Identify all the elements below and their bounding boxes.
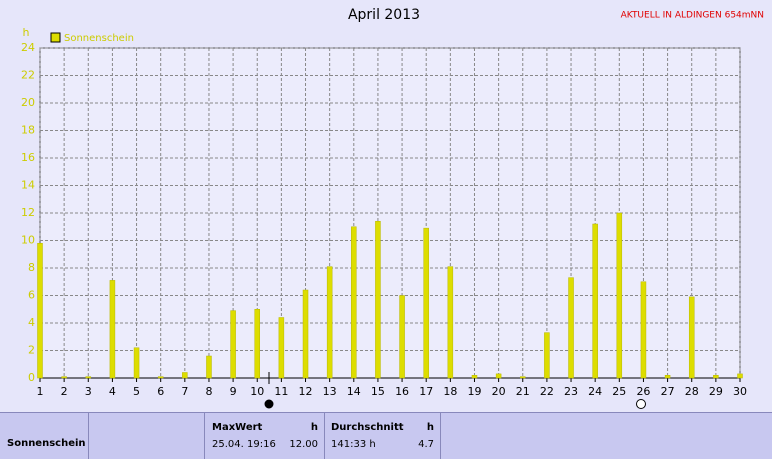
bar — [471, 375, 478, 379]
avg-unit: h — [426, 422, 434, 433]
bar — [61, 376, 67, 379]
bar — [495, 373, 502, 379]
y-tick-label: 24 — [21, 41, 35, 54]
bar — [375, 221, 381, 379]
x-tick-label: 13 — [323, 385, 337, 398]
y-axis-label: h — [23, 26, 30, 39]
x-tick-label: 22 — [540, 385, 554, 398]
x-tick-label: 15 — [371, 385, 385, 398]
y-tick-label: 18 — [21, 124, 35, 137]
x-tick-label: 20 — [492, 385, 506, 398]
bar — [85, 376, 92, 379]
bar — [182, 372, 188, 379]
summary-table: Sonnenschein MaxWert h 25.04. 19:16 12.0… — [0, 412, 772, 459]
x-tick-label: 8 — [205, 385, 212, 398]
max-time: 25.04. 19:16 — [212, 439, 276, 450]
y-tick-label: 12 — [21, 206, 35, 219]
y-tick-label: 16 — [21, 151, 35, 164]
bar — [37, 243, 43, 379]
bar — [447, 266, 454, 379]
y-tick-label: 2 — [28, 344, 35, 357]
y-tick-label: 14 — [21, 179, 35, 192]
y-tick-label: 22 — [21, 69, 35, 82]
bar — [157, 376, 164, 379]
y-tick-label: 6 — [28, 289, 35, 302]
bar — [399, 295, 405, 379]
x-tick-label: 30 — [733, 385, 747, 398]
avg-header: Durchschnitt — [331, 422, 404, 433]
bar — [544, 332, 550, 379]
bar — [302, 289, 309, 379]
bar — [351, 226, 357, 379]
empty-cell — [89, 413, 205, 459]
x-tick-label: 17 — [419, 385, 433, 398]
x-tick-label: 4 — [109, 385, 116, 398]
y-tick-label: 8 — [28, 261, 35, 274]
x-tick-label: 6 — [157, 385, 164, 398]
bar — [664, 375, 671, 379]
legend-swatch — [50, 32, 61, 43]
y-tick-label: 4 — [28, 316, 35, 329]
x-tick-label: 9 — [230, 385, 237, 398]
x-tick-label: 18 — [443, 385, 457, 398]
avg-value: 4.7 — [418, 439, 434, 450]
x-tick-label: 12 — [299, 385, 313, 398]
bar — [133, 347, 140, 379]
bar — [326, 266, 333, 379]
x-tick-label: 28 — [685, 385, 699, 398]
bar — [592, 223, 598, 379]
x-tick-label: 21 — [516, 385, 530, 398]
y-tick-label: 0 — [28, 371, 35, 384]
x-tick-label: 19 — [467, 385, 481, 398]
max-header: MaxWert — [212, 422, 263, 433]
new-moon-icon — [264, 399, 274, 409]
x-tick-label: 29 — [709, 385, 723, 398]
x-tick-label: 26 — [636, 385, 650, 398]
max-cell: MaxWert h 25.04. 19:16 12.00 — [205, 413, 325, 459]
chart: April 2013 AKTUELL IN ALDINGEN 654mNN h … — [21, 7, 764, 409]
bar — [230, 310, 236, 379]
x-tick-label: 27 — [661, 385, 675, 398]
row-label-cell: Sonnenschein — [0, 413, 89, 459]
station-label: AKTUELL IN ALDINGEN 654mNN — [621, 11, 764, 21]
bar — [568, 277, 574, 379]
legend: Sonnenschein — [50, 32, 134, 44]
bar — [254, 309, 260, 379]
max-value: 12.00 — [289, 439, 318, 450]
x-tick-label: 5 — [133, 385, 140, 398]
chart-title: April 2013 — [348, 7, 420, 23]
x-tick-label: 16 — [395, 385, 409, 398]
full-moon-icon — [636, 399, 646, 409]
x-tick-label: 24 — [588, 385, 602, 398]
legend-label: Sonnenschein — [64, 33, 134, 44]
x-tick-label: 23 — [564, 385, 578, 398]
x-tick-label: 25 — [612, 385, 626, 398]
x-tick-label: 10 — [250, 385, 264, 398]
y-tick-label: 20 — [21, 96, 35, 109]
bar — [206, 355, 212, 379]
x-tick-label: 7 — [181, 385, 188, 398]
bar — [109, 280, 116, 379]
bar — [423, 227, 429, 379]
bar — [713, 375, 719, 379]
y-tick-label: 10 — [21, 234, 35, 247]
avg-cell: Durchschnitt h 141:33 h 4.7 — [325, 413, 441, 459]
row-label: Sonnenschein — [7, 438, 86, 449]
x-tick-label: 1 — [37, 385, 44, 398]
bar — [640, 281, 647, 379]
bar — [688, 296, 695, 379]
bar — [737, 373, 743, 379]
bar — [278, 317, 285, 379]
bar — [520, 376, 526, 379]
x-tick-label: 3 — [85, 385, 92, 398]
x-tick-label: 14 — [347, 385, 361, 398]
total-value: 141:33 h — [331, 439, 376, 450]
x-tick-label: 2 — [61, 385, 68, 398]
bar — [616, 212, 623, 379]
x-tick-label: 11 — [274, 385, 288, 398]
max-unit: h — [310, 422, 318, 433]
